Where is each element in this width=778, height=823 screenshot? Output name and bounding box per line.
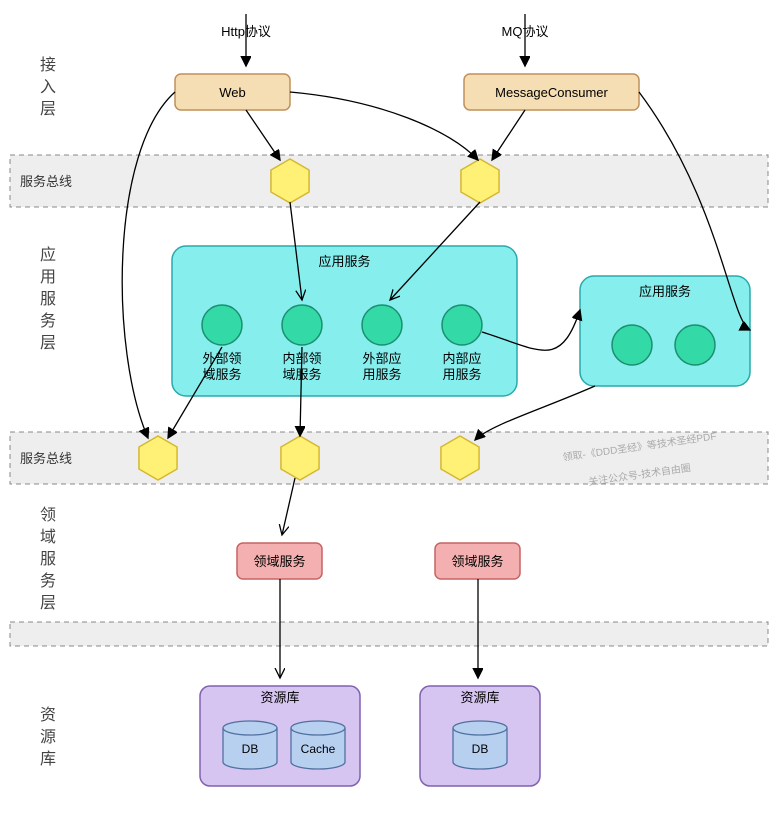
circle-label-c4: 用服务 [442,367,481,382]
cylinder-top-db2 [453,721,507,735]
box-label-repo1: 资源库 [260,690,299,705]
circle-c2 [282,305,322,345]
circle-label-c3: 用服务 [362,367,401,382]
layer-label-repo: 源 [40,728,56,746]
service-bus-label: 服务总线 [20,174,72,189]
arrow-a14 [282,478,295,535]
protocol-label-http: Http协议 [221,24,271,39]
layer-label-app: 用 [40,269,56,286]
layer-label-repo: 资 [40,706,56,724]
service-bus-label: 服务总线 [20,451,72,466]
layer-label-access: 入 [40,79,56,96]
circle-label-c4: 内部应 [442,351,481,366]
layer-label-repo: 库 [40,750,56,768]
box-label-mc: MessageConsumer [495,85,608,100]
circle-c6 [675,325,715,365]
layer-label-domain: 领 [40,506,56,524]
arrow-a8 [122,92,175,438]
service-bus-bus3 [10,622,768,646]
cylinder-label-db1: DB [242,742,259,756]
cylinder-top-db1 [223,721,277,735]
protocol-label-mq: MQ协议 [502,24,549,39]
layer-label-app: 层 [40,335,56,352]
box-label-repo2: 资源库 [460,690,499,705]
layer-label-app: 服 [40,290,56,308]
box-label-domain1: 领域服务 [253,554,305,569]
circle-c1 [202,305,242,345]
circle-c4 [442,305,482,345]
layer-label-access: 接 [40,56,56,74]
layer-label-domain: 服 [40,550,56,568]
circle-c5 [612,325,652,365]
service-bus-bus1 [10,155,768,207]
circle-label-c1: 外部领 [202,351,241,366]
cylinder-top-cache [291,721,345,735]
layer-label-domain: 域 [40,528,56,546]
box-label-app_small: 应用服务 [639,284,691,299]
layer-label-access: 层 [40,101,56,118]
arrow-a4 [290,92,478,160]
layer-label-app: 务 [40,312,56,330]
box-label-domain2: 领域服务 [451,554,503,569]
arrow-a3 [246,110,280,160]
layer-label-app: 应 [40,245,56,264]
arrow-a5 [492,110,525,160]
box-label-app_big: 应用服务 [318,254,370,269]
box-label-web: Web [219,85,246,100]
circle-c3 [362,305,402,345]
layer-label-domain: 务 [40,572,56,590]
cylinder-label-db2: DB [472,742,489,756]
cylinder-label-cache: Cache [301,742,336,756]
layer-label-domain: 层 [40,595,56,612]
circle-label-c3: 外部应 [362,351,401,366]
